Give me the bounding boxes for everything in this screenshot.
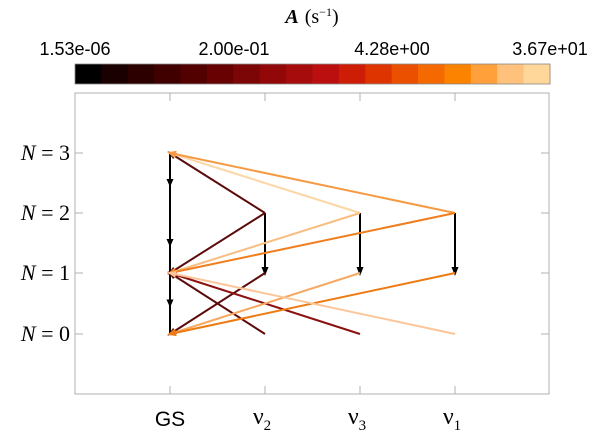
level-symbol: N: [20, 260, 37, 285]
level-value: = 2: [36, 200, 70, 225]
transition-line: [169, 212, 266, 274]
transition-line: [169, 212, 361, 274]
level-value: = 0: [36, 321, 70, 346]
transition-arrowhead: [166, 179, 174, 187]
transition-line: [169, 152, 456, 214]
transition-line: [169, 272, 456, 335]
level-symbol: N: [20, 321, 37, 346]
colorbar-swatch: [365, 64, 393, 84]
transitions: [166, 150, 459, 337]
transition-arrow: [451, 213, 459, 276]
state-symbol: ν: [348, 404, 359, 430]
transition-arrow: [167, 150, 456, 214]
level-label: N = 2: [20, 200, 70, 225]
state-symbol: ν: [253, 404, 264, 430]
transition-arrowhead: [451, 267, 459, 276]
state-symbol: ν: [443, 404, 454, 430]
state-label-nu3: ν3: [348, 404, 366, 434]
colorbar-unit: (s: [305, 6, 320, 28]
colorbar-swatch: [259, 64, 287, 84]
colorbar-swatch: [418, 64, 446, 84]
transition-arrowhead: [356, 267, 364, 276]
transition-arrow: [166, 153, 174, 213]
colorbar-swatch: [444, 64, 472, 84]
colorbar-unit-exp: −1: [319, 5, 332, 19]
transition-arrow: [167, 212, 266, 275]
transition-line: [169, 272, 361, 335]
colorbar-swatch: [127, 64, 155, 84]
colorbar-swatch: [497, 64, 525, 84]
colorbar-tick-label: 4.28e+00: [354, 39, 430, 59]
transition-arrowhead: [167, 270, 177, 278]
colorbar-swatch: [206, 64, 234, 84]
transition-arrowhead: [166, 299, 174, 308]
colorbar: [74, 63, 551, 85]
colorbar-swatch: [75, 64, 102, 84]
level-value: = 1: [36, 260, 70, 285]
transition-arrow: [167, 212, 456, 276]
state-subscript: 2: [264, 418, 272, 434]
transition-arrowhead: [167, 150, 177, 158]
transition-arrow: [166, 273, 174, 334]
colorbar-swatch: [233, 64, 261, 84]
colorbar-tick-label: 2.00e-01: [198, 39, 269, 59]
tick-marks: [75, 93, 549, 394]
colorbar-swatch: [312, 64, 340, 84]
colorbar-swatch: [338, 64, 366, 84]
colorbar-swatch: [180, 64, 208, 84]
state-label-nu2: ν2: [253, 404, 271, 434]
level-value: = 3: [36, 140, 70, 165]
transition-arrow: [167, 151, 361, 214]
state-subscript: 1: [454, 418, 462, 434]
level-label: N = 0: [20, 321, 70, 346]
transition-arrow: [356, 213, 364, 276]
transition-arrow: [167, 212, 361, 275]
transition-arrow: [167, 151, 266, 214]
level-symbol: N: [20, 200, 37, 225]
transition-line: [169, 152, 361, 214]
transition-line: [169, 152, 266, 214]
level-label: N = 1: [20, 260, 70, 285]
colorbar-swatch: [154, 64, 182, 84]
colorbar-swatch: [286, 64, 314, 84]
transition-arrowhead: [166, 239, 174, 247]
colorbar-title: A (s−1): [283, 5, 338, 28]
state-label-gs: GS: [155, 408, 185, 431]
colorbar-swatch: [101, 64, 129, 84]
plot-frame: [74, 92, 550, 395]
transition-line: [169, 272, 266, 335]
transition-line: [169, 212, 456, 274]
state-label-nu1: ν1: [443, 404, 461, 434]
level-symbol: N: [20, 140, 37, 165]
colorbar-unit-close: ): [332, 6, 339, 28]
colorbar-swatch: [391, 64, 419, 84]
state-subscript: 3: [359, 418, 367, 434]
transition-arrow: [166, 213, 174, 273]
colorbar-border: [74, 63, 551, 85]
colorbar-tick-label: 1.53e-06: [39, 39, 110, 59]
transition-arrowhead: [261, 267, 269, 276]
colorbar-swatch: [523, 64, 551, 84]
colorbar-symbol: A: [283, 6, 298, 28]
transition-arrowhead: [167, 329, 177, 337]
colorbar-tick-label: 3.67e+01: [512, 39, 588, 59]
colorbar-swatch: [470, 64, 498, 84]
level-label: N = 3: [20, 140, 70, 165]
transition-arrow: [167, 270, 456, 335]
